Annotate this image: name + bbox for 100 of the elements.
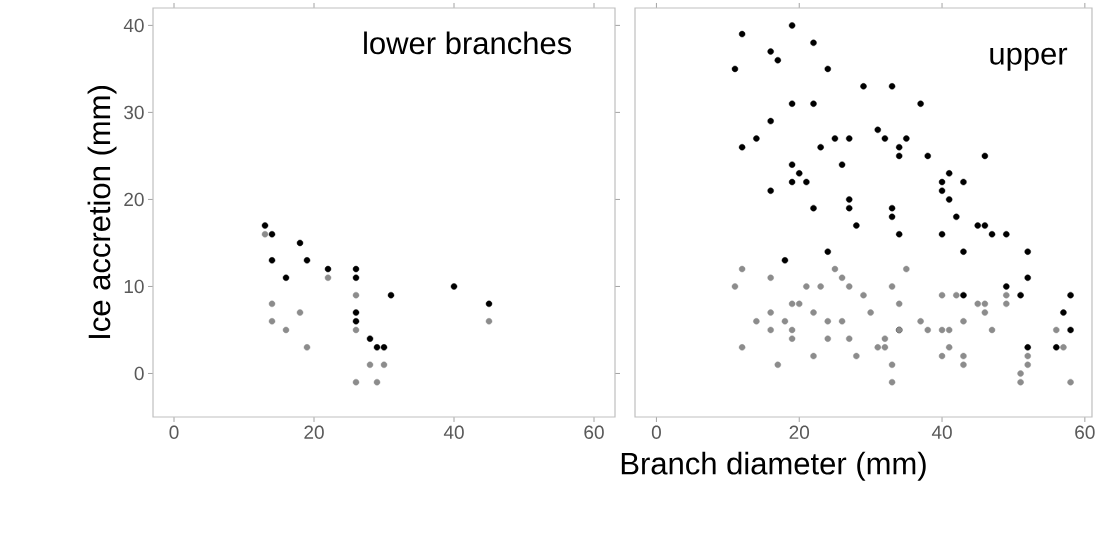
point: [988, 326, 996, 334]
point: [1053, 326, 1060, 334]
point: [366, 335, 374, 342]
point: [261, 222, 269, 229]
point: [1017, 370, 1024, 377]
point: [788, 300, 796, 308]
point: [896, 300, 903, 308]
point: [824, 335, 831, 342]
point: [960, 361, 967, 368]
point: [867, 309, 874, 316]
point: [303, 344, 311, 351]
point: [1067, 378, 1074, 386]
x-tick-label: 60: [1075, 425, 1095, 439]
point: [917, 318, 924, 325]
point: [282, 326, 290, 334]
point: [788, 335, 796, 342]
point: [817, 283, 824, 290]
point: [1024, 361, 1031, 368]
x-tick-label: 20: [789, 425, 810, 439]
point: [261, 231, 269, 238]
point: [960, 352, 967, 360]
text: upper: [990, 47, 1068, 71]
point: [1003, 300, 1010, 308]
point: [803, 283, 810, 290]
point: [1017, 378, 1024, 386]
point: [753, 318, 760, 325]
point: [888, 378, 896, 386]
point: [860, 291, 867, 299]
point: [268, 318, 276, 325]
point: [268, 257, 276, 264]
point: [1024, 352, 1031, 360]
point: [796, 300, 803, 308]
point: [903, 265, 910, 273]
y-tick-label: 40: [123, 18, 144, 33]
point: [738, 344, 746, 351]
point: [960, 318, 967, 325]
point: [352, 318, 360, 325]
point: [838, 274, 846, 281]
point: [788, 326, 796, 334]
point: [810, 352, 817, 360]
text: lower branches: [364, 31, 572, 55]
point: [767, 309, 774, 316]
point: [831, 265, 839, 273]
point: [881, 335, 889, 342]
point: [781, 318, 789, 325]
point: [853, 352, 860, 360]
point: [810, 309, 817, 316]
point: [282, 274, 290, 281]
y-tick-label: 20: [124, 192, 144, 207]
point: [953, 291, 960, 299]
point: [352, 378, 360, 386]
point: [981, 300, 989, 308]
point: [352, 265, 360, 273]
point: [324, 274, 332, 281]
y-axis-title: Ice accretion (mm): [87, 86, 117, 338]
point: [924, 326, 931, 334]
point: [352, 326, 360, 334]
point: [324, 265, 332, 273]
x-tick-label: 20: [304, 425, 324, 439]
point: [450, 283, 458, 290]
x-tick-label: 0: [169, 425, 179, 439]
point: [1003, 291, 1010, 299]
point: [352, 309, 360, 316]
point: [380, 344, 388, 351]
point: [303, 257, 311, 264]
point: [945, 326, 953, 334]
point: [938, 352, 946, 360]
point: [738, 265, 746, 273]
point: [838, 318, 846, 325]
point: [846, 283, 853, 290]
point: [296, 239, 304, 247]
point: [767, 274, 774, 281]
x-axis-title: Branch diameter (mm): [621, 451, 926, 481]
x-tick-label: 40: [443, 425, 464, 439]
point: [938, 291, 946, 299]
point: [366, 361, 374, 368]
point: [774, 361, 782, 368]
y-tick-label: 10: [124, 279, 144, 294]
point: [485, 318, 493, 325]
point: [296, 309, 304, 316]
point: [881, 344, 889, 351]
point: [938, 326, 946, 334]
point: [767, 326, 774, 334]
point: [373, 378, 381, 386]
point: [268, 300, 276, 308]
point: [1060, 344, 1067, 351]
point: [485, 300, 493, 308]
point: [981, 309, 989, 316]
point: [731, 283, 739, 290]
point: [268, 231, 276, 238]
point: [373, 344, 381, 351]
point: [352, 274, 360, 281]
x-tick-label: 40: [931, 425, 952, 439]
point: [888, 361, 896, 368]
point: [352, 291, 360, 299]
y-tick-label: 30: [124, 105, 144, 120]
x-tick-label: 0: [651, 425, 661, 439]
point: [380, 361, 388, 368]
point: [888, 283, 896, 290]
y-tick-label: 0: [134, 366, 144, 381]
